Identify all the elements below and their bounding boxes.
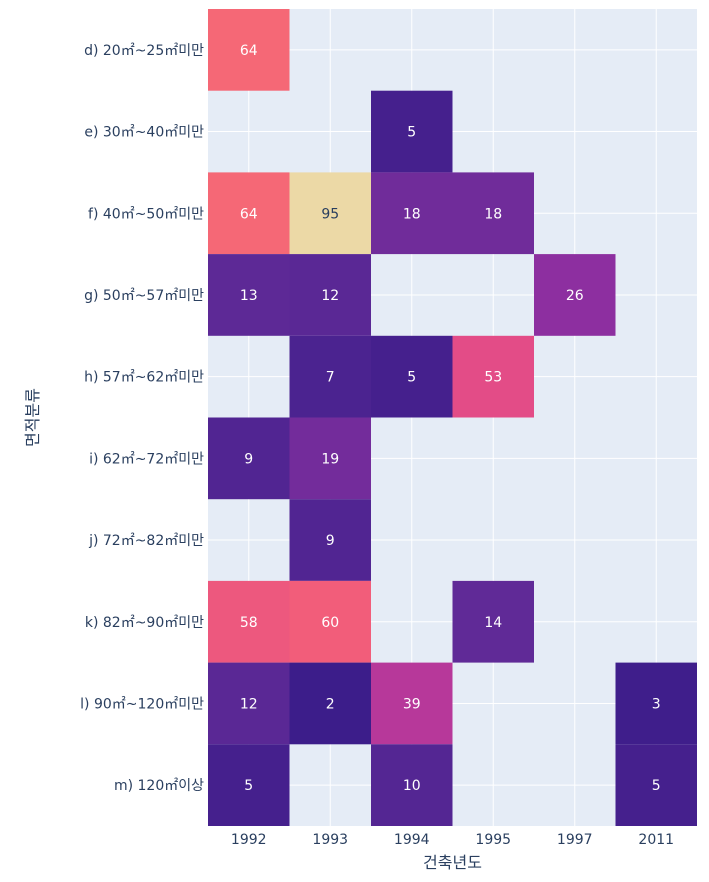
heatmap-cell [371,172,453,255]
y-tick-label: d) 20㎡~25㎡미만 [84,43,204,59]
cell-value-label: 39 [403,696,421,712]
cell-value-label: 9 [244,451,253,467]
heatmap-cell [371,662,453,745]
cell-labels: 64 5 64 95 18 18 13 12 26 7 5 53 9 19 9 58 60 14 12 2 39 3 5 10… [240,43,661,794]
cell-value-label: 5 [407,125,416,141]
cell-value-label: 12 [321,288,339,304]
cell-value-label: 5 [244,778,253,794]
heatmap-cell [208,417,290,500]
heatmap-cell [452,580,534,663]
heatmap-cell [208,744,290,826]
x-tick-label: 1994 [394,832,430,848]
heatmap-cell [534,254,616,336]
x-tick-label: 2011 [638,832,674,848]
heatmap-cell [208,662,290,745]
y-tick-label: h) 57㎡~62㎡미만 [84,370,204,386]
y-tick-label: f) 40㎡~50㎡미만 [88,206,204,222]
cell-value-label: 3 [652,696,661,712]
x-tick-label: 1992 [231,832,267,848]
cell-value-label: 18 [484,206,502,222]
heatmap-cell [615,744,697,826]
y-tick-label: k) 82㎡~90㎡미만 [85,615,204,631]
cell-value-label: 12 [240,696,258,712]
cell-value-label: 95 [321,206,339,222]
cell-value-label: 64 [240,206,258,222]
cell-value-label: 14 [484,615,502,631]
heatmap-cell [208,580,290,663]
heatmap-cell [371,335,453,418]
y-tick-label: e) 30㎡~40㎡미만 [84,125,204,141]
cell-value-label: 10 [403,778,421,794]
cell-value-label: 64 [240,43,258,59]
heatmap-cells [208,9,697,826]
cell-value-label: 5 [407,370,416,386]
heatmap-cell [289,417,371,500]
heatmap-cell [208,254,290,336]
cell-value-label: 9 [326,533,335,549]
x-tick-label: 1997 [557,832,593,848]
heatmap-cell [452,335,534,418]
y-tick-label: j) 72㎡~82㎡미만 [88,533,204,549]
heatmap-cell [371,90,453,173]
heatmap-cell [615,662,697,745]
heatmap-cell [289,499,371,581]
heatmap-cell [452,172,534,255]
x-axis-ticks: 1992 1993 1994 1995 1997 2011 [231,832,674,848]
cell-value-label: 19 [321,451,339,467]
y-tick-label: m) 120㎡이상 [114,778,204,794]
y-tick-label: l) 90㎡~120㎡미만 [80,696,204,712]
x-tick-label: 1995 [475,832,511,848]
cell-value-label: 18 [403,206,421,222]
x-axis-title: 건축년도 [423,853,482,872]
y-axis-title: 면적분류 [23,388,42,447]
y-tick-label: i) 62㎡~72㎡미만 [89,451,204,467]
heatmap-cell [208,172,290,255]
cell-value-label: 58 [240,615,258,631]
heatmap-cell [289,335,371,418]
y-axis-ticks: d) 20㎡~25㎡미만 e) 30㎡~40㎡미만 f) 40㎡~50㎡미만 g) 5… [80,43,204,794]
cell-value-label: 2 [326,696,335,712]
heatmap-cell [289,254,371,336]
heatmap-cell [371,744,453,826]
cell-value-label: 26 [566,288,584,304]
cell-value-label: 13 [240,288,258,304]
heatmap-cell [289,580,371,663]
heatmap-cell [289,172,371,255]
x-tick-label: 1993 [312,832,348,848]
cell-value-label: 7 [326,370,335,386]
heatmap-cell [208,9,290,91]
cell-value-label: 53 [484,370,502,386]
heatmap-cell [289,662,371,745]
cell-value-label: 5 [652,778,661,794]
cell-value-label: 60 [321,615,339,631]
y-tick-label: g) 50㎡~57㎡미만 [84,288,204,304]
